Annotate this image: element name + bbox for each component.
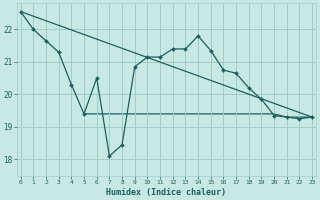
X-axis label: Humidex (Indice chaleur): Humidex (Indice chaleur)	[107, 188, 227, 197]
